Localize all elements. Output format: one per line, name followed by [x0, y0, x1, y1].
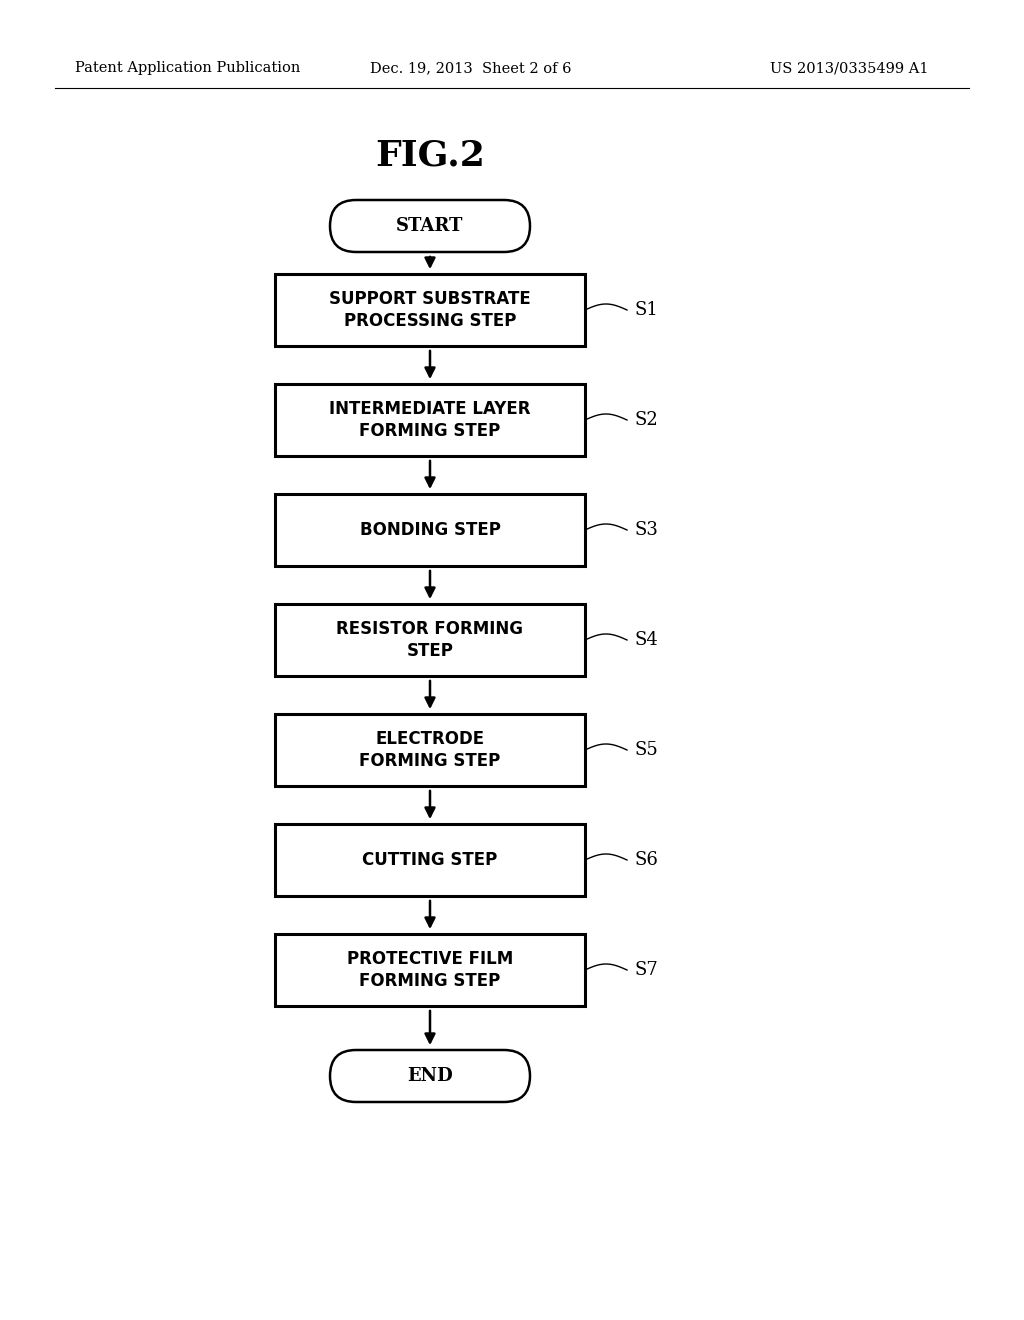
FancyBboxPatch shape	[330, 201, 530, 252]
Text: S7: S7	[635, 961, 658, 979]
Text: PROTECTIVE FILM
FORMING STEP: PROTECTIVE FILM FORMING STEP	[347, 950, 513, 990]
Bar	[275, 605, 585, 676]
Text: S2: S2	[635, 411, 658, 429]
Bar	[275, 824, 585, 896]
Text: Dec. 19, 2013  Sheet 2 of 6: Dec. 19, 2013 Sheet 2 of 6	[370, 61, 571, 75]
Text: CUTTING STEP: CUTTING STEP	[362, 851, 498, 869]
Text: SUPPORT SUBSTRATE
PROCESSING STEP: SUPPORT SUBSTRATE PROCESSING STEP	[329, 290, 530, 330]
Bar	[275, 384, 585, 455]
Text: INTERMEDIATE LAYER
FORMING STEP: INTERMEDIATE LAYER FORMING STEP	[330, 400, 530, 440]
Text: Patent Application Publication: Patent Application Publication	[75, 61, 300, 75]
Text: RESISTOR FORMING
STEP: RESISTOR FORMING STEP	[337, 620, 523, 660]
Bar	[275, 935, 585, 1006]
Text: ELECTRODE
FORMING STEP: ELECTRODE FORMING STEP	[359, 730, 501, 770]
Text: BONDING STEP: BONDING STEP	[359, 521, 501, 539]
Text: S5: S5	[635, 741, 658, 759]
Text: S6: S6	[635, 851, 658, 869]
Text: S1: S1	[635, 301, 658, 319]
Bar	[275, 275, 585, 346]
FancyBboxPatch shape	[330, 1049, 530, 1102]
Text: US 2013/0335499 A1: US 2013/0335499 A1	[770, 61, 929, 75]
Text: START: START	[396, 216, 464, 235]
Bar	[275, 714, 585, 785]
Bar	[275, 494, 585, 566]
Text: FIG.2: FIG.2	[375, 139, 485, 172]
Text: S4: S4	[635, 631, 658, 649]
Text: S3: S3	[635, 521, 658, 539]
Text: END: END	[408, 1067, 453, 1085]
